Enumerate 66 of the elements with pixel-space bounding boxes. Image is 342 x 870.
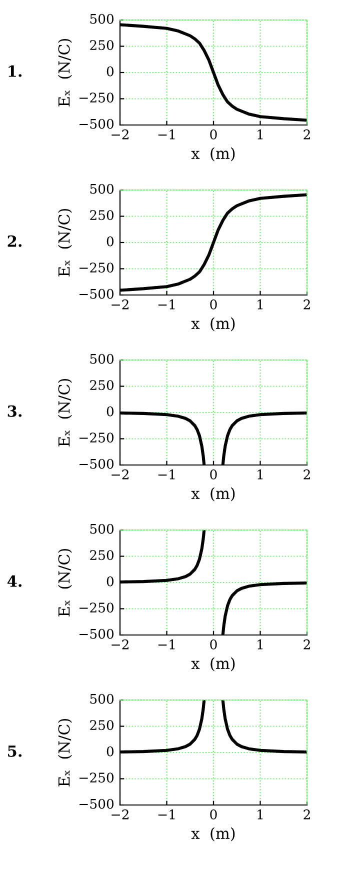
x-axis-title: x (m) (191, 487, 235, 502)
x-tick-label: −2 (112, 299, 128, 310)
y-tick-label: −500 (80, 798, 114, 809)
x-tick-label: 2 (304, 809, 310, 820)
text: 3. (8, 405, 22, 417)
y-tick-label: −250 (80, 92, 114, 103)
x-tick-label: 1 (258, 299, 263, 310)
y-tick-label: 0 (106, 236, 114, 246)
y-tick-label: 500 (90, 184, 114, 194)
y-tick-label: 0 (106, 406, 114, 416)
x-tick-label: −2 (112, 469, 128, 480)
y-tick-label: −500 (80, 458, 114, 469)
x-tick-label: −2 (112, 809, 128, 820)
x-tick-label: −2 (112, 129, 128, 140)
x-tick-label: 1 (258, 129, 263, 140)
y-tick-label: 250 (90, 210, 114, 220)
y-axis-title: Eₓ (N/C) (58, 718, 72, 786)
y-tick-label: 250 (90, 720, 114, 730)
x-tick-label: −1 (158, 809, 175, 820)
y-tick-label: 500 (90, 354, 114, 364)
x-tick-label: 0 (210, 299, 217, 310)
x-tick-label: 2 (304, 639, 310, 650)
x-tick-label: 1 (258, 469, 263, 480)
x-axis-title: x (m) (191, 657, 235, 672)
y-tick-label: 500 (90, 14, 114, 24)
y-tick-label: −250 (80, 262, 114, 273)
y-tick-label: −250 (80, 602, 114, 613)
y-tick-label: 0 (106, 576, 114, 586)
x-tick-label: 0 (210, 639, 217, 650)
x-tick-label: −2 (112, 639, 128, 650)
text: 5. (8, 746, 22, 757)
x-tick-label: 1 (258, 809, 263, 820)
x-tick-label: −1 (158, 469, 175, 480)
y-axis-title: Eₓ (N/C) (58, 548, 72, 616)
x-tick-label: −1 (158, 299, 175, 310)
text: 1. (8, 65, 22, 77)
x-tick-label: 1 (258, 639, 263, 650)
x-tick-label: 2 (304, 299, 310, 310)
x-tick-label: 2 (304, 129, 310, 140)
y-tick-label: −500 (80, 288, 114, 299)
y-axis-title: Eₓ (N/C) (58, 38, 72, 106)
x-axis-title: x (m) (191, 317, 235, 332)
x-tick-label: 2 (304, 469, 310, 480)
x-tick-label: 0 (210, 469, 217, 480)
y-tick-label: 0 (106, 746, 114, 756)
y-axis-title: Eₓ (N/C) (58, 378, 72, 446)
y-tick-label: 250 (90, 550, 114, 560)
y-tick-label: −250 (80, 432, 114, 443)
line-series (120, 193, 307, 292)
y-tick-label: 0 (106, 66, 114, 76)
x-tick-label: −1 (158, 129, 175, 140)
y-tick-label: 500 (90, 694, 114, 704)
text: 2. (8, 235, 22, 247)
y-tick-label: −500 (80, 118, 114, 129)
x-axis-title: x (m) (191, 147, 235, 162)
x-tick-label: 0 (210, 129, 217, 140)
y-tick-label: −250 (80, 772, 114, 783)
x-tick-label: −1 (158, 639, 175, 650)
x-tick-label: 0 (210, 809, 217, 820)
y-tick-label: −500 (80, 628, 114, 639)
y-tick-label: 250 (90, 380, 114, 390)
y-axis-title: Eₓ (N/C) (58, 208, 72, 276)
y-tick-label: 250 (90, 40, 114, 50)
y-tick-label: 500 (90, 524, 114, 534)
x-axis-title: x (m) (191, 827, 235, 842)
text: 4. (7, 575, 22, 587)
